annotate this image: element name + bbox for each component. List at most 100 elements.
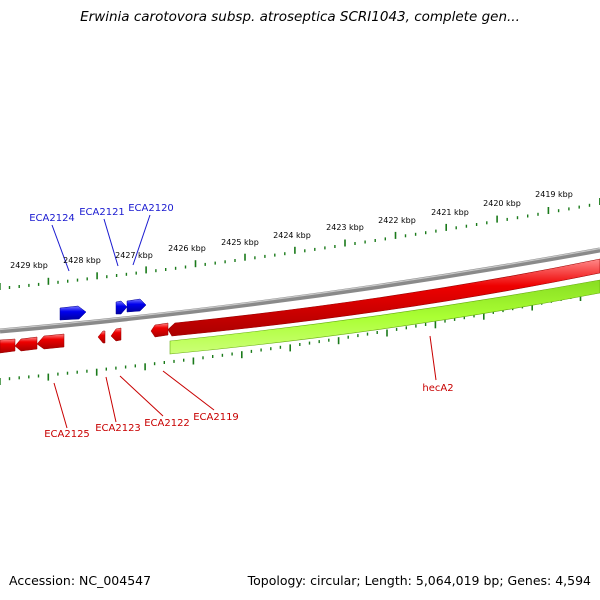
genome-backbone <box>0 247 600 334</box>
ruler-minor-tick <box>473 314 475 318</box>
ruler-minor-tick <box>224 260 226 264</box>
ruler-minor-tick <box>568 207 570 211</box>
ruler-minor-tick <box>8 286 11 289</box>
gene-ECA2121-arrow <box>115 300 128 315</box>
ruler-minor-tick <box>318 340 320 344</box>
ruler-major-tick <box>394 231 397 239</box>
reverse-gene-arrows <box>0 322 169 354</box>
ruler-minor-tick <box>357 334 359 338</box>
ruler-major-tick <box>144 363 146 371</box>
ruler-major-tick <box>96 272 98 280</box>
gene-ECA2125-arrow <box>36 333 65 350</box>
ruler-minor-tick <box>334 245 336 248</box>
gene-label-ECA2124: ECA2124 <box>29 213 75 224</box>
kbp-label: 2420 kbp <box>483 199 521 208</box>
leader-ECA2119 <box>162 370 215 411</box>
ruler-minor-tick <box>444 319 446 323</box>
gene-leader-lines <box>51 214 437 429</box>
ruler-minor-tick <box>376 331 378 334</box>
ruler-minor-tick <box>284 252 286 256</box>
genome-backbone-highlight <box>0 247 600 331</box>
ruler-minor-tick <box>324 246 326 250</box>
ruler-major-tick <box>194 260 197 268</box>
gene-ECA2119-arrow <box>150 322 169 338</box>
ruler-minor-tick <box>57 372 59 376</box>
ruler-minor-tick <box>395 327 398 331</box>
ruler-minor-tick <box>264 254 266 258</box>
gene-ECA2127-arrow <box>0 338 16 354</box>
leader-ECA2121 <box>103 218 119 267</box>
gene-ECA2120-arrow <box>126 298 147 313</box>
outer-kbp-ruler <box>0 198 600 290</box>
ruler-major-tick <box>337 337 340 345</box>
ruler-minor-tick <box>106 275 108 279</box>
ruler-major-tick <box>145 266 147 274</box>
ruler-minor-tick <box>67 279 69 283</box>
kbp-label: 2419 kbp <box>535 190 573 199</box>
ruler-minor-tick <box>435 229 437 233</box>
ruler-major-tick <box>47 373 50 381</box>
ruler-minor-tick <box>18 376 20 380</box>
ruler-minor-tick <box>354 242 356 245</box>
ruler-minor-tick <box>314 247 316 251</box>
ruler-major-tick <box>289 344 291 352</box>
kbp-label: 2425 kbp <box>221 238 259 247</box>
ruler-major-tick <box>192 357 195 365</box>
leader-ECA2125 <box>53 382 68 429</box>
ruler-major-tick <box>241 351 243 359</box>
ruler-major-tick <box>294 246 296 254</box>
kbp-label: 2427 kbp <box>115 251 153 260</box>
ruler-minor-tick <box>384 237 386 241</box>
ruler-minor-tick <box>578 205 580 209</box>
gene-label-ECA2123: ECA2123 <box>95 423 141 434</box>
ruler-minor-tick <box>221 353 224 357</box>
ruler-minor-tick <box>125 272 128 276</box>
ruler-minor-tick <box>165 268 167 271</box>
ruler-minor-tick <box>37 374 40 378</box>
ruler-minor-tick <box>250 349 253 353</box>
ruler-minor-tick <box>465 224 468 228</box>
ruler-minor-tick <box>299 343 301 346</box>
ruler-minor-tick <box>234 259 236 262</box>
ruler-minor-tick <box>135 271 137 275</box>
ruler-minor-tick <box>492 310 494 314</box>
ruler-minor-tick <box>304 249 306 253</box>
ruler-minor-tick <box>8 377 11 381</box>
ruler-minor-tick <box>134 364 136 368</box>
ruler-minor-tick <box>115 274 118 277</box>
ruler-minor-tick <box>516 216 519 220</box>
ruler-minor-tick <box>163 361 165 364</box>
ruler-minor-tick <box>455 226 457 230</box>
gene-label-ECA2122: ECA2122 <box>144 418 190 429</box>
ruler-minor-tick <box>57 280 59 284</box>
page-title: Erwinia carotovora subsp. atroseptica SC… <box>80 9 520 25</box>
ruler-major-tick <box>0 283 1 290</box>
ruler-minor-tick <box>453 317 456 321</box>
ruler-minor-tick <box>424 323 427 326</box>
ruler-major-tick <box>386 329 388 337</box>
ruler-minor-tick <box>527 214 529 218</box>
kbp-label: 2421 kbp <box>431 208 469 217</box>
ruler-major-tick <box>47 277 50 285</box>
ruler-major-tick <box>483 312 485 320</box>
ruler-minor-tick <box>115 366 117 370</box>
kbp-label: 2428 kbp <box>63 256 101 265</box>
ruler-minor-tick <box>366 332 369 336</box>
ruler-minor-tick <box>212 355 214 358</box>
ruler-minor-tick <box>86 369 88 373</box>
gene-ECA2122-arrow <box>110 327 122 342</box>
forward-gene-arrows <box>59 298 147 321</box>
ruler-minor-tick <box>557 209 560 213</box>
gene-hecA2-feature-band <box>169 279 600 355</box>
ruler-minor-tick <box>76 278 79 282</box>
ruler-minor-tick <box>204 262 206 266</box>
ruler-minor-tick <box>404 234 407 238</box>
ruler-major-tick <box>244 253 246 261</box>
ruler-major-tick <box>579 294 582 301</box>
ruler-minor-tick <box>270 347 272 351</box>
ruler-minor-tick <box>173 359 175 363</box>
ruler-major-tick <box>95 368 98 376</box>
gene-label-ECA2119: ECA2119 <box>193 412 239 423</box>
gene-label-ECA2120: ECA2120 <box>128 203 174 214</box>
